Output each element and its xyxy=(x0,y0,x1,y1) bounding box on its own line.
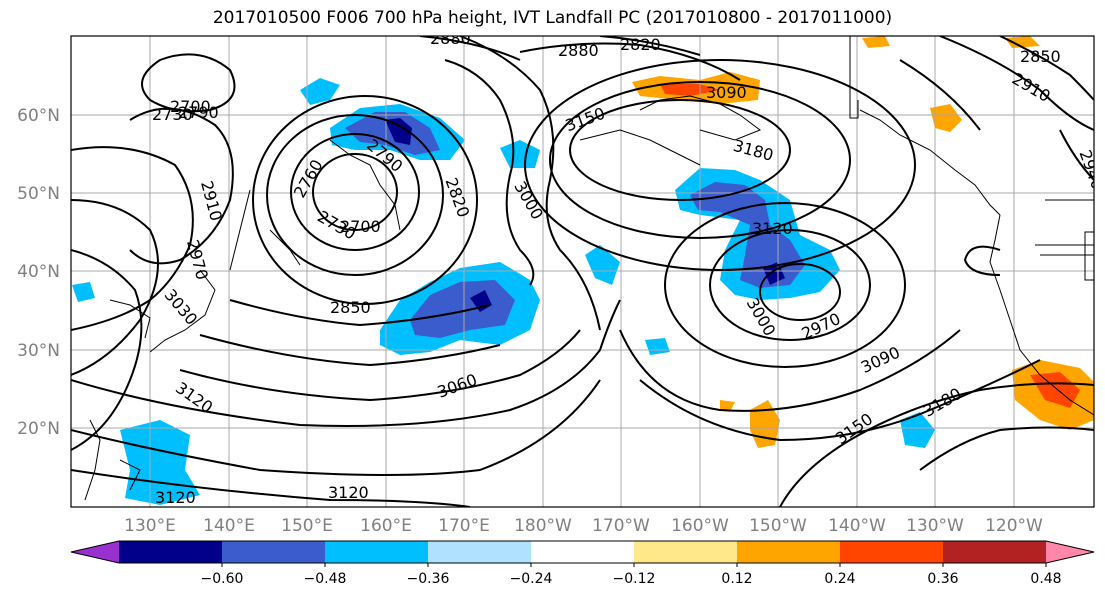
lon-label: 170°E xyxy=(438,516,490,536)
colorbar-tick-label: −0.48 xyxy=(304,571,347,587)
latitude-labels: 60°N 50°N 40°N 30°N 20°N xyxy=(17,106,60,439)
lon-label: 130°E xyxy=(124,516,176,536)
lat-label: 60°N xyxy=(17,106,60,126)
colorbar-box xyxy=(428,541,532,563)
lat-label: 20°N xyxy=(17,419,60,439)
lon-label: 150°W xyxy=(749,516,807,536)
longitude-labels: 130°E 140°E 150°E 160°E 170°E 180°W 170°… xyxy=(124,516,1043,536)
contour-label: 2850 xyxy=(330,298,371,317)
contour-label: 2880 xyxy=(430,29,471,48)
colorbar-box xyxy=(737,541,841,563)
colorbar-box xyxy=(634,541,738,563)
lon-label: 140°W xyxy=(828,516,886,536)
colorbar-box xyxy=(222,541,326,563)
graticule xyxy=(71,36,1094,507)
colorbar-box xyxy=(531,541,635,563)
colorbar-tick-label: −0.36 xyxy=(407,571,450,587)
lon-label: 120°W xyxy=(985,516,1043,536)
colorbar-tick-label: 0.36 xyxy=(927,571,958,587)
contour-label: 3120 xyxy=(752,219,793,238)
map-border xyxy=(70,35,1095,508)
colorbar-box xyxy=(325,541,429,563)
contour-label: 2820 xyxy=(620,35,661,54)
lat-label: 50°N xyxy=(17,184,60,204)
lon-label: 130°W xyxy=(906,516,964,536)
contour-label: 2730 xyxy=(152,105,193,124)
lon-label: 160°E xyxy=(360,516,412,536)
colorbar-tick-label: −0.24 xyxy=(510,571,553,587)
contour-label: 3120 xyxy=(328,483,369,502)
coastlines xyxy=(84,36,1094,501)
contour-label: 2700 xyxy=(170,97,211,116)
colorbar-ticks: −0.60 −0.48 −0.36 −0.24 −0.12 0.12 0.24 0.36 0.4… xyxy=(201,563,1062,587)
lon-label: 150°E xyxy=(281,516,333,536)
map-title: 2017010500 F006 700 hPa height, IVT Land… xyxy=(212,8,893,28)
ivt-positive-shading xyxy=(632,36,1094,448)
colorbar xyxy=(70,540,1095,564)
lat-label: 40°N xyxy=(17,262,60,282)
contour-label: 2850 xyxy=(1020,47,1061,66)
colorbar-extend-high xyxy=(1046,541,1094,563)
lon-label: 140°E xyxy=(203,516,255,536)
colorbar-box xyxy=(119,541,223,563)
colorbar-outline xyxy=(70,540,1095,564)
colorbar-extend-low xyxy=(71,541,119,563)
colorbar-tick-label: −0.12 xyxy=(613,571,656,587)
colorbar-tick-label: 0.12 xyxy=(721,571,752,587)
colorbar-tick-label: 0.48 xyxy=(1030,571,1061,587)
colorbar-box xyxy=(840,541,944,563)
contour-label: 2880 xyxy=(558,41,599,60)
lon-label: 170°W xyxy=(592,516,650,536)
lon-label: 160°W xyxy=(671,516,729,536)
contour-label: 3090 xyxy=(706,83,747,102)
lon-label: 180°W xyxy=(514,516,572,536)
colorbar-tick-label: −0.60 xyxy=(201,571,244,587)
contour-label: 2790 xyxy=(178,103,219,122)
contour-label: 2700 xyxy=(340,217,381,236)
colorbar-box xyxy=(943,541,1047,563)
colorbar-tick-label: 0.24 xyxy=(824,571,855,587)
height-contours xyxy=(71,36,1094,507)
contour-label: 3120 xyxy=(155,488,196,507)
lat-label: 30°N xyxy=(17,341,60,361)
